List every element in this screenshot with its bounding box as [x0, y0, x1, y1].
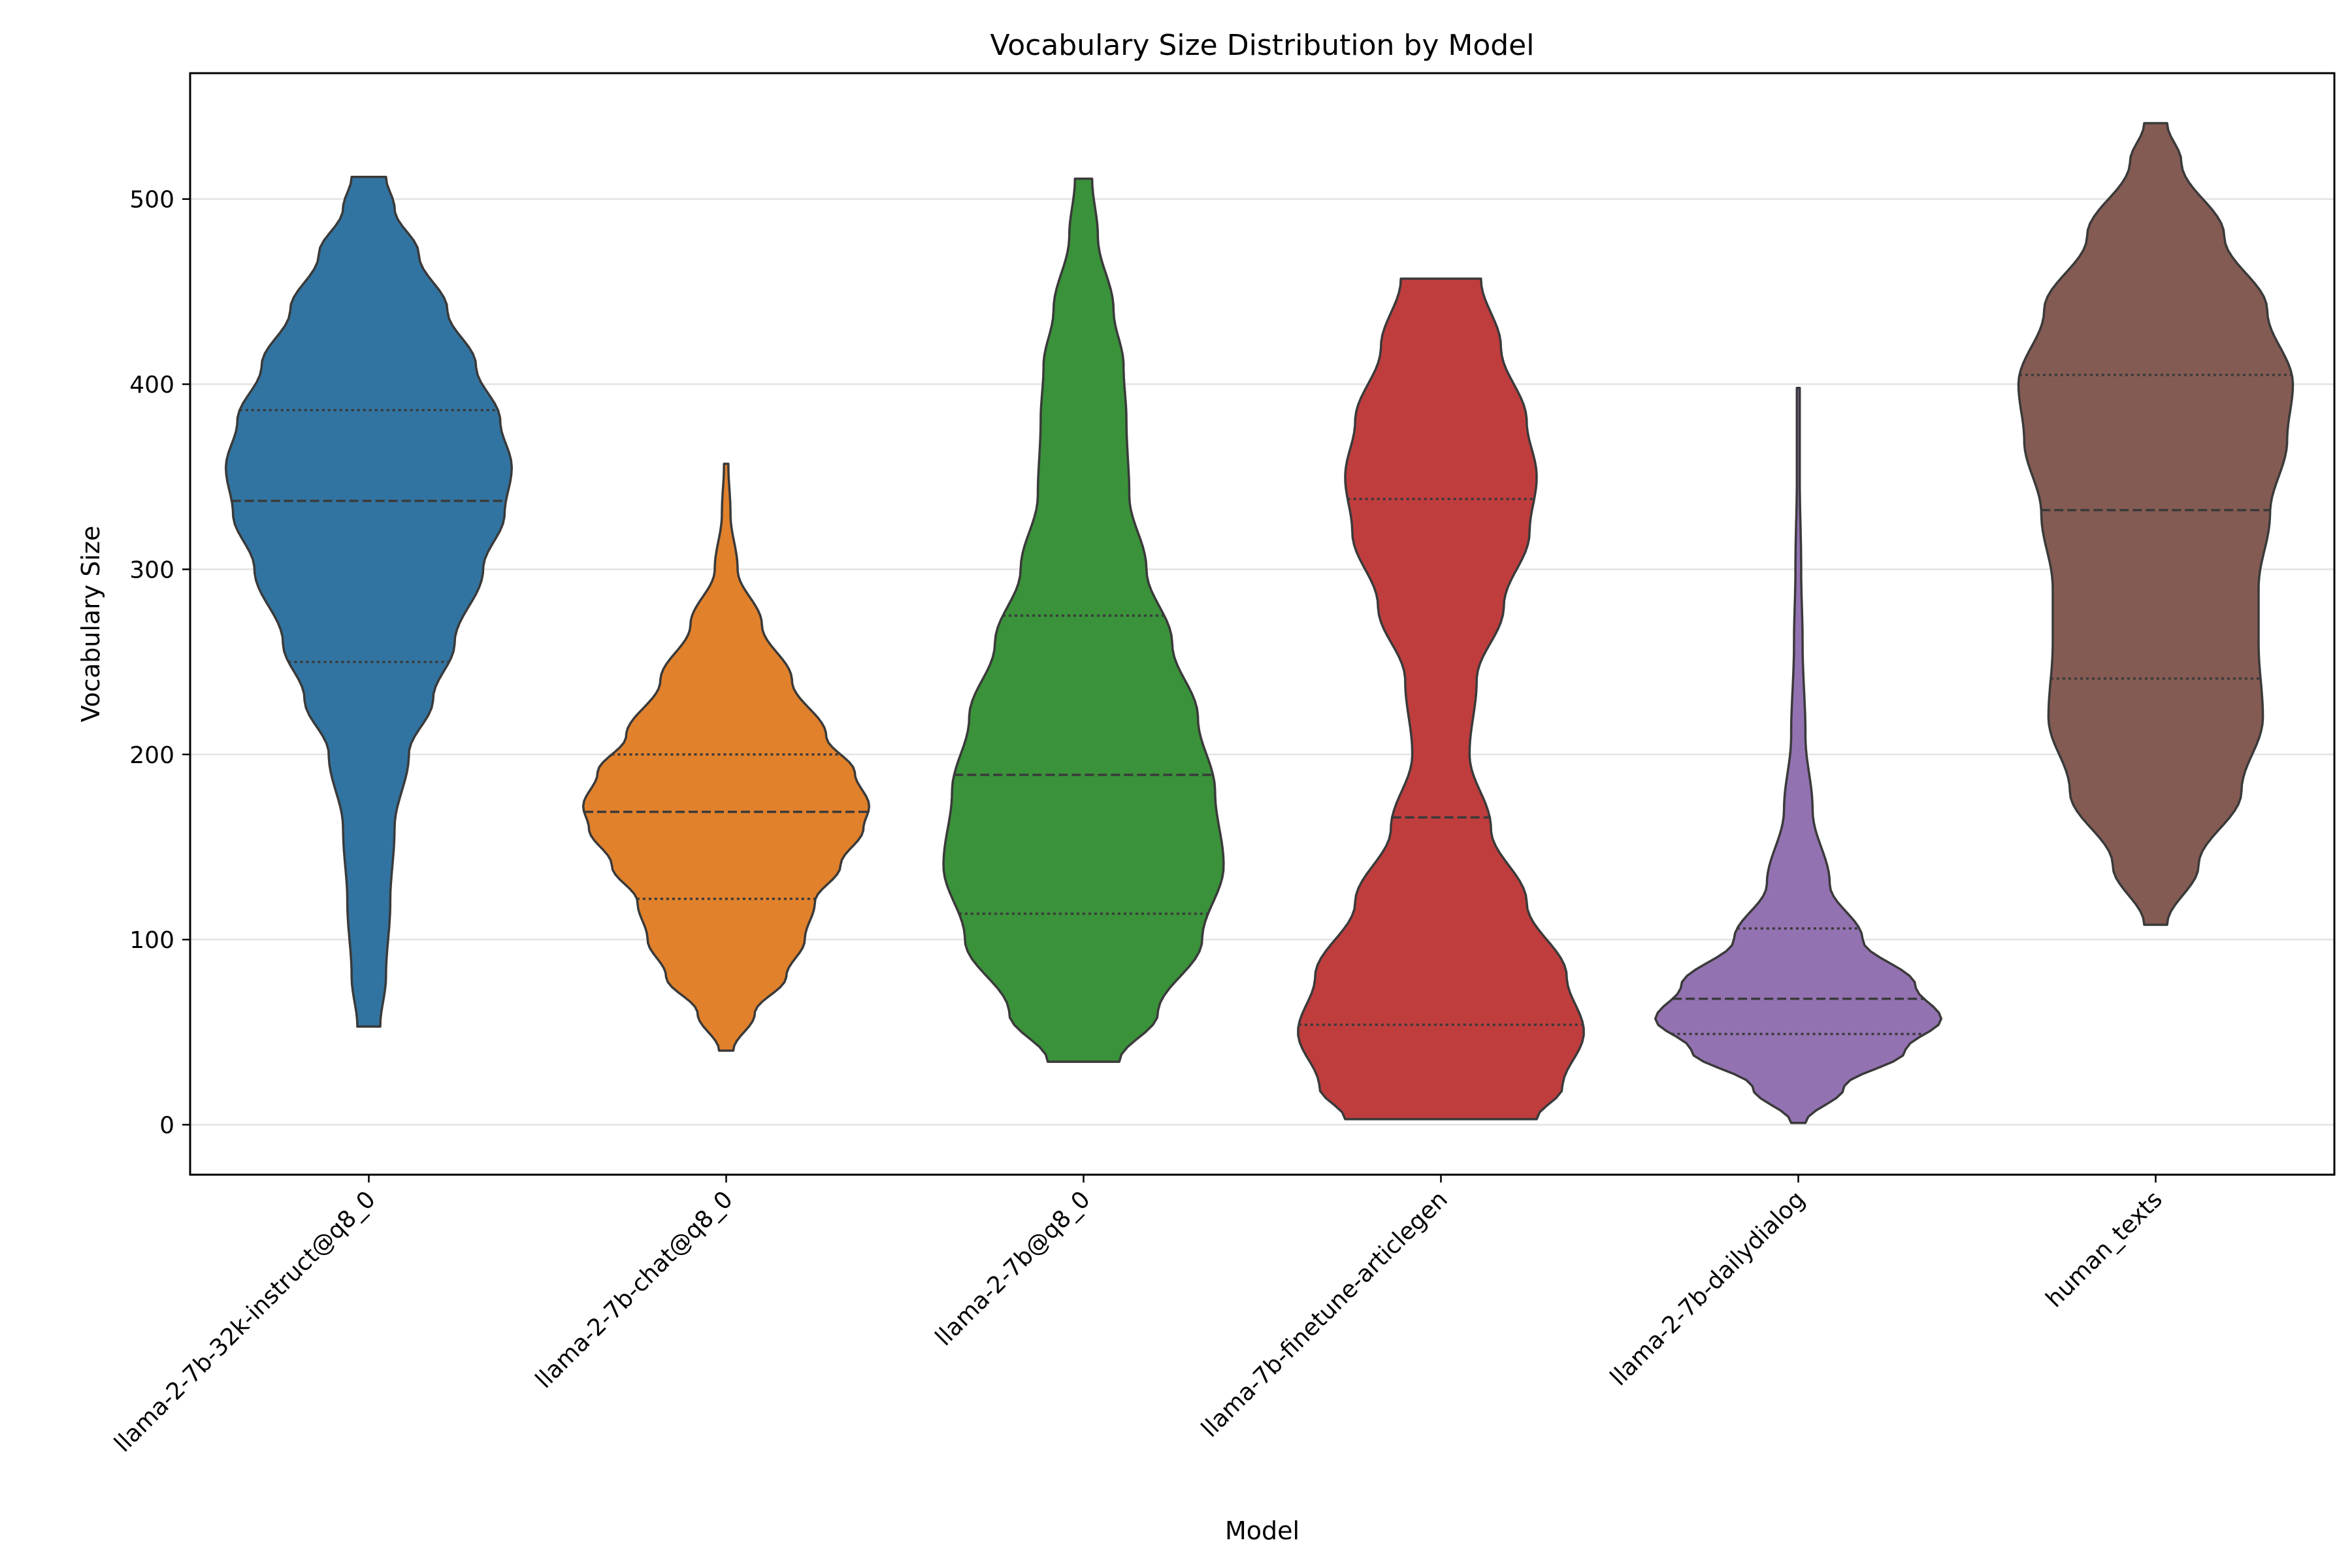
violin-body	[1297, 277, 1585, 1120]
y-tick-label: 300	[129, 557, 174, 583]
violins	[224, 122, 2295, 1124]
y-tick-label: 100	[129, 927, 174, 954]
chart-title: Vocabulary Size Distribution by Model	[990, 29, 1535, 62]
violin-group	[581, 463, 871, 1052]
violin-body	[942, 177, 1225, 1063]
violin-group	[224, 175, 514, 1028]
violin-group	[1297, 277, 1585, 1120]
y-axis-label: Vocabulary Size	[76, 526, 105, 723]
y-tick-label: 500	[129, 187, 174, 214]
y-tick-label: 0	[159, 1112, 174, 1139]
violin-group	[1654, 386, 1943, 1124]
violin-body	[2017, 122, 2295, 926]
y-axis-ticks: 0 100 200 300 400 500	[129, 187, 190, 1139]
y-tick-label: 200	[129, 742, 174, 769]
violin-body	[581, 463, 871, 1052]
violin-body	[224, 175, 514, 1028]
grid-lines	[190, 198, 2334, 1126]
y-tick-label: 400	[129, 372, 174, 399]
plot-frame	[189, 72, 2336, 1176]
violin-body	[1654, 386, 1943, 1124]
violin-group	[942, 177, 1225, 1063]
x-axis-label: Model	[1225, 1516, 1299, 1545]
violin-group	[2017, 122, 2295, 926]
